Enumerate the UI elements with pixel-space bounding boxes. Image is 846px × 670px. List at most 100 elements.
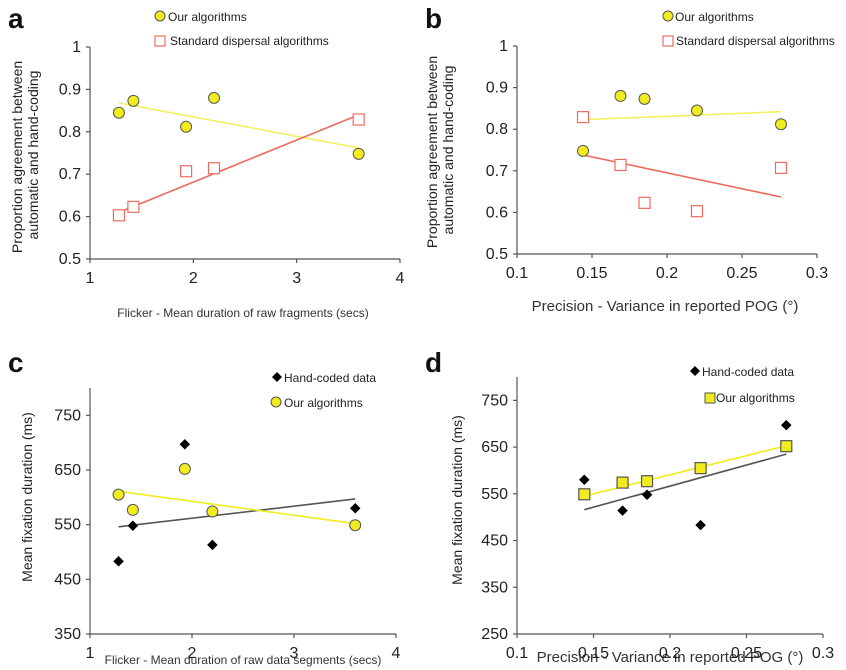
legend-label-hand-coded: Hand-coded data: [702, 365, 794, 379]
panel-d-legend: Hand-coded data Our algorithms: [690, 365, 795, 405]
x-tick-label: 1: [86, 645, 95, 662]
y-tick-label: 1: [499, 38, 508, 55]
panel-a-point-series-0: [127, 94, 140, 107]
panel-a-point-series-0: [112, 106, 125, 119]
panel-b-trendline-series-1: [582, 154, 782, 198]
x-tick-label: 2: [189, 270, 198, 287]
panel-b-point-series-0: [775, 118, 787, 131]
x-tick-label: 0.1: [506, 265, 528, 282]
x-tick-label: 3: [290, 645, 299, 662]
legend-label-standard-dispersal: Standard dispersal algorithms: [170, 34, 329, 48]
legend-circle-marker: [154, 10, 166, 22]
panel-c-point-series-0: [179, 438, 191, 450]
legend-label-hand-coded: Hand-coded data: [284, 371, 376, 385]
x-tick-label: 0.3: [806, 265, 828, 282]
legend-square-marker: [704, 392, 716, 404]
panel-c-point-series-0: [349, 502, 361, 514]
panel-d-point-series-1: [780, 440, 793, 453]
x-tick-label: 4: [392, 645, 401, 662]
y-tick-label: 550: [481, 486, 508, 503]
panel-d-point-series-1: [616, 476, 629, 489]
legend-label-standard-dispersal: Standard dispersal algorithms: [676, 34, 835, 48]
panel-b-legend: Our algorithms Standard dispersal algori…: [662, 10, 835, 48]
x-tick-label: 4: [396, 270, 405, 287]
panel-c-trendline-series-1: [118, 490, 356, 525]
y-tick-label: 0.7: [59, 166, 81, 183]
y-tick-label: 250: [481, 626, 508, 643]
legend-label-our-algorithms: Our algorithms: [675, 10, 754, 24]
panel-d-point-series-1: [640, 475, 654, 488]
panel-d-x-label: Precision - Variance in reported POG (°): [537, 649, 804, 666]
y-tick-label: 650: [54, 462, 81, 479]
panel-a-legend: Our algorithms Standard dispersal algori…: [154, 10, 329, 48]
panel-b-trendline-series-0: [582, 110, 782, 121]
y-tick-label: 0.7: [486, 163, 508, 180]
panel-c-point-series-0: [207, 539, 218, 551]
panel-b-point-series-1: [638, 196, 651, 209]
legend-label-our-algorithms: Our algorithms: [284, 396, 363, 410]
panel-b-point-series-0: [577, 144, 589, 157]
x-tick-label: 0.15: [576, 265, 607, 282]
panel-b-point-series-1: [576, 111, 590, 124]
panel-a-x-label: Flicker - Mean duration of raw fragments…: [117, 306, 368, 320]
y-tick-label: 650: [481, 439, 508, 456]
panel-c-y-label: Mean fixation duration (ms): [19, 412, 35, 582]
panel-d: d Mean fixation duration (ms) Precision …: [425, 347, 834, 666]
panel-d-point-series-0: [641, 489, 653, 501]
panel-b-x-label: Precision - Variance in reported POG (°): [532, 298, 799, 315]
panel-b-letter: b: [425, 3, 442, 34]
legend-circle-marker: [662, 10, 674, 22]
panel-a-point-series-0: [208, 91, 220, 104]
legend-circle-marker: [270, 396, 282, 408]
panel-d-trendline-series-1: [584, 444, 787, 497]
legend-diamond-marker: [690, 366, 700, 376]
panel-b-point-series-1: [614, 158, 627, 172]
y-tick-label: 750: [54, 407, 81, 424]
y-tick-label: 0.5: [59, 251, 81, 268]
x-tick-label: 0.1: [506, 645, 528, 662]
panel-a-point-series-1: [180, 165, 193, 178]
panel-a-trendline-series-0: [118, 102, 359, 149]
y-tick-label: 350: [54, 626, 81, 643]
x-tick-label: 1: [86, 270, 95, 287]
panel-d-point-series-0: [780, 419, 792, 431]
y-tick-label: 0.6: [59, 209, 81, 226]
y-tick-label: 0.9: [486, 80, 508, 97]
panel-a: a Proportion agreement between automatic…: [8, 3, 405, 320]
panel-d-point-series-1: [694, 462, 707, 475]
panel-d-point-series-0: [578, 474, 590, 486]
x-tick-label: 2: [188, 645, 197, 662]
panel-a-point-series-0: [352, 147, 365, 160]
y-tick-label: 0.5: [486, 246, 508, 263]
panel-a-point-series-1: [112, 209, 126, 222]
panel-a-point-series-1: [207, 162, 221, 175]
panel-d-point-series-1: [578, 488, 591, 501]
y-tick-label: 0.6: [486, 204, 508, 221]
x-tick-label: 0.25: [731, 645, 762, 662]
panel-b-point-series-0: [614, 89, 627, 102]
panel-a-point-series-0: [180, 120, 193, 133]
panel-c-point-series-1: [349, 519, 362, 532]
panel-c-point-series-0: [113, 555, 124, 567]
panel-a-point-series-1: [127, 200, 140, 213]
panel-d-point-series-0: [617, 505, 628, 516]
y-tick-label: 0.8: [486, 121, 508, 138]
panel-d-point-series-0: [695, 519, 706, 531]
y-tick-label: 350: [481, 579, 508, 596]
legend-square-marker: [662, 35, 674, 47]
panel-c-point-series-1: [206, 505, 219, 518]
y-tick-label: 1: [72, 39, 81, 56]
y-tick-label: 0.9: [59, 81, 81, 98]
panel-c-trendline-series-0: [118, 498, 356, 528]
panel-b: b Proportion agreement between automatic…: [424, 3, 835, 315]
panel-a-y-label: Proportion agreement between automatic a…: [9, 57, 41, 253]
panel-b-point-series-0: [638, 92, 651, 105]
panel-d-trendline-series-0: [584, 453, 787, 511]
y-tick-label: 0.8: [59, 124, 81, 141]
x-tick-label: 0.15: [578, 645, 609, 662]
panel-a-letter: a: [8, 3, 24, 34]
y-tick-label: 450: [481, 533, 508, 550]
panel-c-point-series-1: [112, 488, 125, 501]
x-tick-label: 0.2: [656, 265, 678, 282]
